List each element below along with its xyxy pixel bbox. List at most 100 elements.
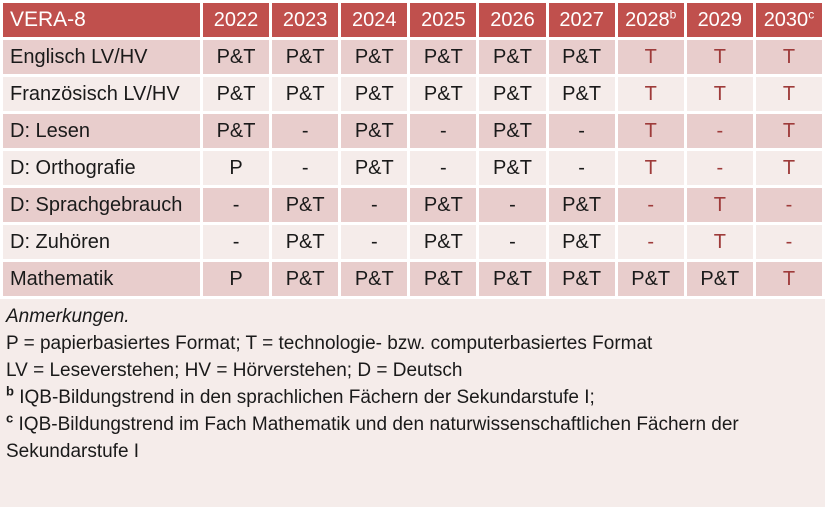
format-cell-2026: - (476, 185, 549, 225)
format-cell-2026: P&T (476, 111, 549, 151)
format-cell-2028: T (614, 111, 687, 151)
format-cell-2027: P&T (545, 222, 618, 262)
table-row: Englisch LV/HV P&T P&T P&T P&T P&T P&T T T T (0, 37, 825, 77)
row-label: D: Lesen (0, 111, 203, 151)
format-cell-2022: P&T (199, 74, 273, 114)
table-row: D: Zuhören - P&T - P&T - P&T - T - (0, 222, 825, 262)
format-cell-2028: P&T (614, 259, 687, 299)
notes-section: Anmerkungen. P = papierbasiertes Format;… (0, 299, 825, 507)
format-cell-2027: P&T (545, 74, 618, 114)
format-cell-2024: P&T (338, 111, 411, 151)
format-cell-2024: P&T (338, 148, 411, 188)
format-cell-2027: P&T (545, 185, 618, 225)
format-cell-2023: - (269, 148, 342, 188)
format-cell-2024: P&T (338, 259, 411, 299)
footnote-b-text: IQB-Bildungstrend in den sprachlichen Fä… (19, 387, 595, 408)
row-label: D: Sprachgebrauch (0, 185, 203, 225)
format-cell-2025: P&T (407, 222, 480, 262)
year-header-2025: 2025 (407, 0, 480, 40)
footnote-b-marker: b (6, 383, 14, 399)
format-cell-2029: P&T (683, 259, 756, 299)
format-cell-2030: T (752, 74, 825, 114)
format-cell-2027: P&T (545, 37, 618, 77)
format-cell-2023: - (269, 111, 342, 151)
format-cell-2029: - (683, 111, 756, 151)
format-cell-2022: P&T (199, 111, 273, 151)
year-header-2028: 2028b (614, 0, 687, 40)
table-row: D: Orthografie P - P&T - P&T - T - T (0, 148, 825, 188)
footnote-c-text: IQB-Bildungstrend im Fach Mathematik und… (6, 414, 739, 462)
format-cell-2022: P (199, 259, 273, 299)
format-cell-2026: - (476, 222, 549, 262)
format-cell-2025: - (407, 148, 480, 188)
format-cell-2025: P&T (407, 37, 480, 77)
year-header-2023: 2023 (269, 0, 342, 40)
format-cell-2022: P (199, 148, 273, 188)
format-cell-2022: - (199, 185, 273, 225)
note-footnote-c: c IQB-Bildungstrend im Fach Mathematik u… (6, 411, 817, 465)
format-cell-2030: T (752, 37, 825, 77)
format-cell-2029: T (683, 74, 756, 114)
format-cell-2030: - (752, 185, 825, 225)
row-label: Englisch LV/HV (0, 37, 203, 77)
row-label: Französisch LV/HV (0, 74, 203, 114)
format-cell-2030: - (752, 222, 825, 262)
format-cell-2029: T (683, 185, 756, 225)
table-title: VERA-8 (0, 0, 203, 40)
row-label: D: Zuhören (0, 222, 203, 262)
format-cell-2023: P&T (269, 37, 342, 77)
format-cell-2027: P&T (545, 259, 618, 299)
format-cell-2028: - (614, 222, 687, 262)
year-footnote-marker-b: b (669, 6, 677, 21)
format-cell-2028: - (614, 185, 687, 225)
format-cell-2023: P&T (269, 222, 342, 262)
table-row: D: Sprachgebrauch - P&T - P&T - P&T - T - (0, 185, 825, 225)
format-cell-2026: P&T (476, 148, 549, 188)
format-cell-2030: T (752, 259, 825, 299)
table-row: D: Lesen P&T - P&T - P&T - T - T (0, 111, 825, 151)
table-row: Mathematik P P&T P&T P&T P&T P&T P&T P&T T (0, 259, 825, 299)
format-cell-2024: - (338, 222, 411, 262)
format-cell-2023: P&T (269, 74, 342, 114)
format-cell-2027: - (545, 148, 618, 188)
format-cell-2026: P&T (476, 37, 549, 77)
format-cell-2029: T (683, 37, 756, 77)
year-header-2029: 2029 (683, 0, 756, 40)
year-header-2022: 2022 (199, 0, 273, 40)
format-cell-2024: - (338, 185, 411, 225)
format-cell-2026: P&T (476, 259, 549, 299)
vera8-format-table: VERA-8 2022 2023 2024 2025 2026 2027 2028b 2029… (0, 0, 825, 299)
format-cell-2028: T (614, 148, 687, 188)
format-cell-2029: T (683, 222, 756, 262)
format-cell-2030: T (752, 148, 825, 188)
format-cell-2025: P&T (407, 259, 480, 299)
year-header-2026: 2026 (476, 0, 549, 40)
table-row: Französisch LV/HV P&T P&T P&T P&T P&T P&T T T T (0, 74, 825, 114)
format-cell-2028: T (614, 74, 687, 114)
year-header-2024: 2024 (338, 0, 411, 40)
format-cell-2022: - (199, 222, 273, 262)
format-cell-2025: P&T (407, 185, 480, 225)
format-cell-2023: P&T (269, 185, 342, 225)
row-label: Mathematik (0, 259, 203, 299)
year-header-2027: 2027 (545, 0, 618, 40)
year-footnote-marker-c: c (808, 6, 815, 21)
format-cell-2026: P&T (476, 74, 549, 114)
format-cell-2023: P&T (269, 259, 342, 299)
note-format-legend: P = papierbasiertes Format; T = technolo… (6, 333, 653, 354)
format-cell-2027: - (545, 111, 618, 151)
year-header-2030: 2030c (752, 0, 825, 40)
format-cell-2022: P&T (199, 37, 273, 77)
format-cell-2029: - (683, 148, 756, 188)
format-cell-2024: P&T (338, 74, 411, 114)
row-label: D: Orthografie (0, 148, 203, 188)
footnote-c-marker: c (6, 410, 14, 426)
format-cell-2025: P&T (407, 74, 480, 114)
table-header-row: VERA-8 2022 2023 2024 2025 2026 2027 2028b 2029… (0, 0, 825, 40)
format-cell-2028: T (614, 37, 687, 77)
format-cell-2030: T (752, 111, 825, 151)
note-footnote-b: b IQB-Bildungstrend in den sprachlichen … (6, 384, 817, 411)
notes-heading: Anmerkungen. (6, 306, 130, 327)
format-cell-2024: P&T (338, 37, 411, 77)
